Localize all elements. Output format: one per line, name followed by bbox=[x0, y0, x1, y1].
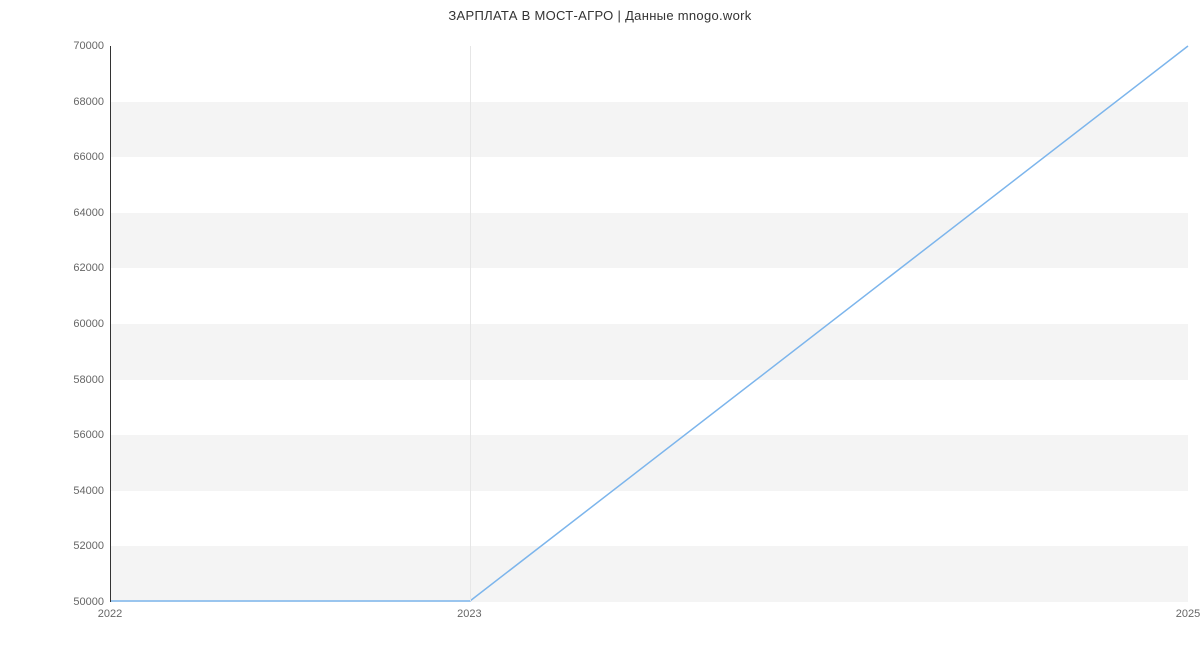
x-axis-tick-label: 2025 bbox=[1176, 608, 1200, 620]
x-axis-tick-label: 2022 bbox=[98, 608, 122, 620]
y-axis-tick-label: 60000 bbox=[24, 318, 104, 330]
y-axis-tick-label: 52000 bbox=[24, 540, 104, 552]
y-axis-tick-label: 56000 bbox=[24, 429, 104, 441]
line-series bbox=[111, 46, 1188, 601]
y-axis-tick-label: 62000 bbox=[24, 262, 104, 274]
salary-line-chart: ЗАРПЛАТА В МОСТ-АГРО | Данные mnogo.work bbox=[0, 0, 1200, 650]
y-axis-tick-label: 70000 bbox=[24, 40, 104, 52]
plot-area bbox=[110, 46, 1188, 602]
y-axis-tick-label: 54000 bbox=[24, 485, 104, 497]
x-axis-tick-label: 2023 bbox=[457, 608, 481, 620]
x-gridline bbox=[470, 46, 471, 601]
chart-title: ЗАРПЛАТА В МОСТ-АГРО | Данные mnogo.work bbox=[0, 8, 1200, 23]
y-axis-tick-label: 58000 bbox=[24, 374, 104, 386]
y-axis-tick-label: 66000 bbox=[24, 151, 104, 163]
y-axis-tick-label: 64000 bbox=[24, 207, 104, 219]
series-line-salary bbox=[111, 46, 1188, 601]
y-axis-tick-label: 68000 bbox=[24, 96, 104, 108]
y-axis-tick-label: 50000 bbox=[24, 596, 104, 608]
